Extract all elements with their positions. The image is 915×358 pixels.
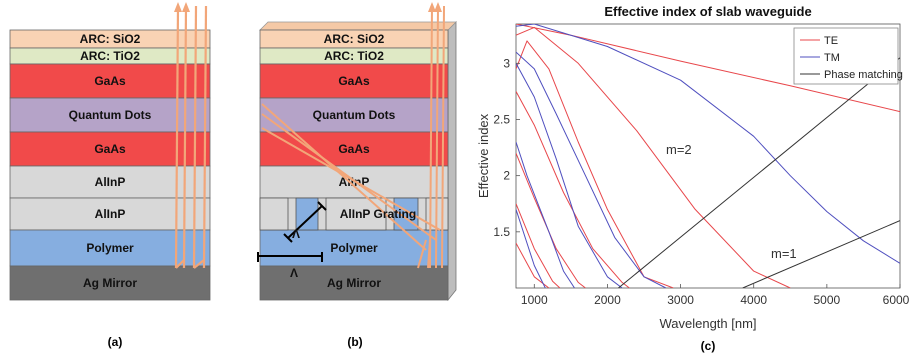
x-tick-label-1: 2000 — [594, 293, 621, 307]
y-tick-label-0: 1.5 — [493, 225, 510, 239]
panel-a-layer-8 — [9, 265, 211, 301]
panel-a-layer-label-4: GaAs — [94, 142, 126, 156]
panel-b-layer-5 — [259, 165, 449, 199]
x-tick-label-5: 6000 — [883, 293, 910, 307]
series-line-6 — [516, 203, 561, 288]
panel-a-diagram: ARC: SiO2 ARC: TiO2 GaAs Quantum Dots GaAs Al… — [9, 2, 211, 349]
chart-series — [516, 24, 900, 288]
grating-period-symbol: Λ — [292, 227, 300, 241]
panel-b-layer-label-0: ARC: SiO2 — [324, 32, 385, 46]
panel-a-layer-label-0: ARC: SiO2 — [80, 32, 141, 46]
x-tick-label-0: 1000 — [521, 293, 548, 307]
series-line-7 — [516, 242, 550, 288]
panel-b-layer-label-4: GaAs — [338, 142, 370, 156]
effective-index-chart: 1000 2000 3000 4000 5000 6000 1.5 2 2.5 3 Effect… — [476, 4, 910, 353]
series-line-1 — [516, 24, 900, 264]
x-axis-ticks: 1000 2000 3000 4000 5000 6000 — [521, 284, 910, 307]
series-line-9 — [516, 51, 667, 288]
panel-a-light-rays — [174, 2, 208, 269]
panel-c-caption: (c) — [701, 339, 716, 353]
x-tick-label-3: 4000 — [740, 293, 767, 307]
panel-b-caption: (b) — [347, 335, 362, 349]
panel-b-layer-label-2: GaAs — [338, 74, 370, 88]
series-line-11 — [516, 209, 546, 288]
legend-box — [793, 27, 899, 85]
panel-a-caption: (a) — [108, 335, 123, 349]
series-line-2 — [516, 26, 791, 288]
panel-b-layer-4 — [259, 131, 449, 167]
series-line-13 — [742, 220, 900, 288]
panel-a-layer-stack: ARC: SiO2 ARC: TiO2 GaAs Quantum Dots GaAs Al… — [9, 29, 211, 301]
y-tick-label-3: 3 — [503, 56, 510, 70]
panel-b-layer-label-8: Ag Mirror — [327, 276, 381, 290]
annotation-m1: m=1 — [771, 246, 797, 261]
period-markers — [257, 201, 327, 262]
lattice-period-symbol: Λ — [290, 266, 298, 280]
chart-legend: TE TM Phase matching — [793, 27, 903, 85]
panel-a-layer-label-7: Polymer — [86, 241, 134, 255]
panel-a-layer-label-8: Ag Mirror — [83, 276, 137, 290]
series-line-8 — [516, 63, 623, 288]
panel-b-layer-label-3: Quantum Dots — [313, 108, 396, 122]
panel-b-layer-2 — [259, 63, 449, 99]
panel-a-layer-label-6: AlInP — [95, 207, 126, 221]
panel-b-diagram: ARC: SiO2 ARC: TiO2 GaAs Quantum Dots GaAs Al… — [257, 2, 457, 349]
panel-b-layer-8 — [259, 265, 449, 301]
legend-te: TE — [824, 35, 838, 47]
series-line-10 — [516, 141, 575, 288]
chart-title: Effective index of slab waveguide — [604, 4, 811, 19]
x-tick-label-4: 5000 — [814, 293, 841, 307]
legend-tm: TM — [824, 52, 840, 64]
y-tick-label-1: 2 — [503, 169, 510, 183]
y-axis-label: Effective index — [476, 113, 491, 198]
panel-a-layer-label-1: ARC: TiO2 — [80, 49, 140, 63]
panel-a-layer-label-3: Quantum Dots — [69, 108, 152, 122]
x-axis-label: Wavelength [nm] — [659, 316, 756, 331]
panel-b-layer-label-7: Polymer — [330, 241, 378, 255]
x-tick-label-2: 3000 — [667, 293, 694, 307]
series-line-12 — [618, 57, 900, 288]
annotation-m2: m=2 — [666, 142, 692, 157]
y-axis-ticks: 1.5 2 2.5 3 — [493, 56, 520, 239]
y-tick-label-2: 2.5 — [493, 112, 510, 126]
panel-b-light-rays — [261, 2, 445, 269]
series-line-0 — [516, 24, 900, 113]
panel-b-layer-label-1: ARC: TiO2 — [324, 49, 384, 63]
legend-phase-matching: Phase matching — [824, 69, 903, 81]
panel-a-layer-label-5: AlInP — [95, 175, 126, 189]
series-line-5 — [516, 153, 586, 288]
panel-a-layer-label-2: GaAs — [94, 74, 126, 88]
panel-b-layer-3 — [259, 97, 449, 133]
panel-b-layer-label-6: AlInP Grating — [340, 207, 416, 221]
